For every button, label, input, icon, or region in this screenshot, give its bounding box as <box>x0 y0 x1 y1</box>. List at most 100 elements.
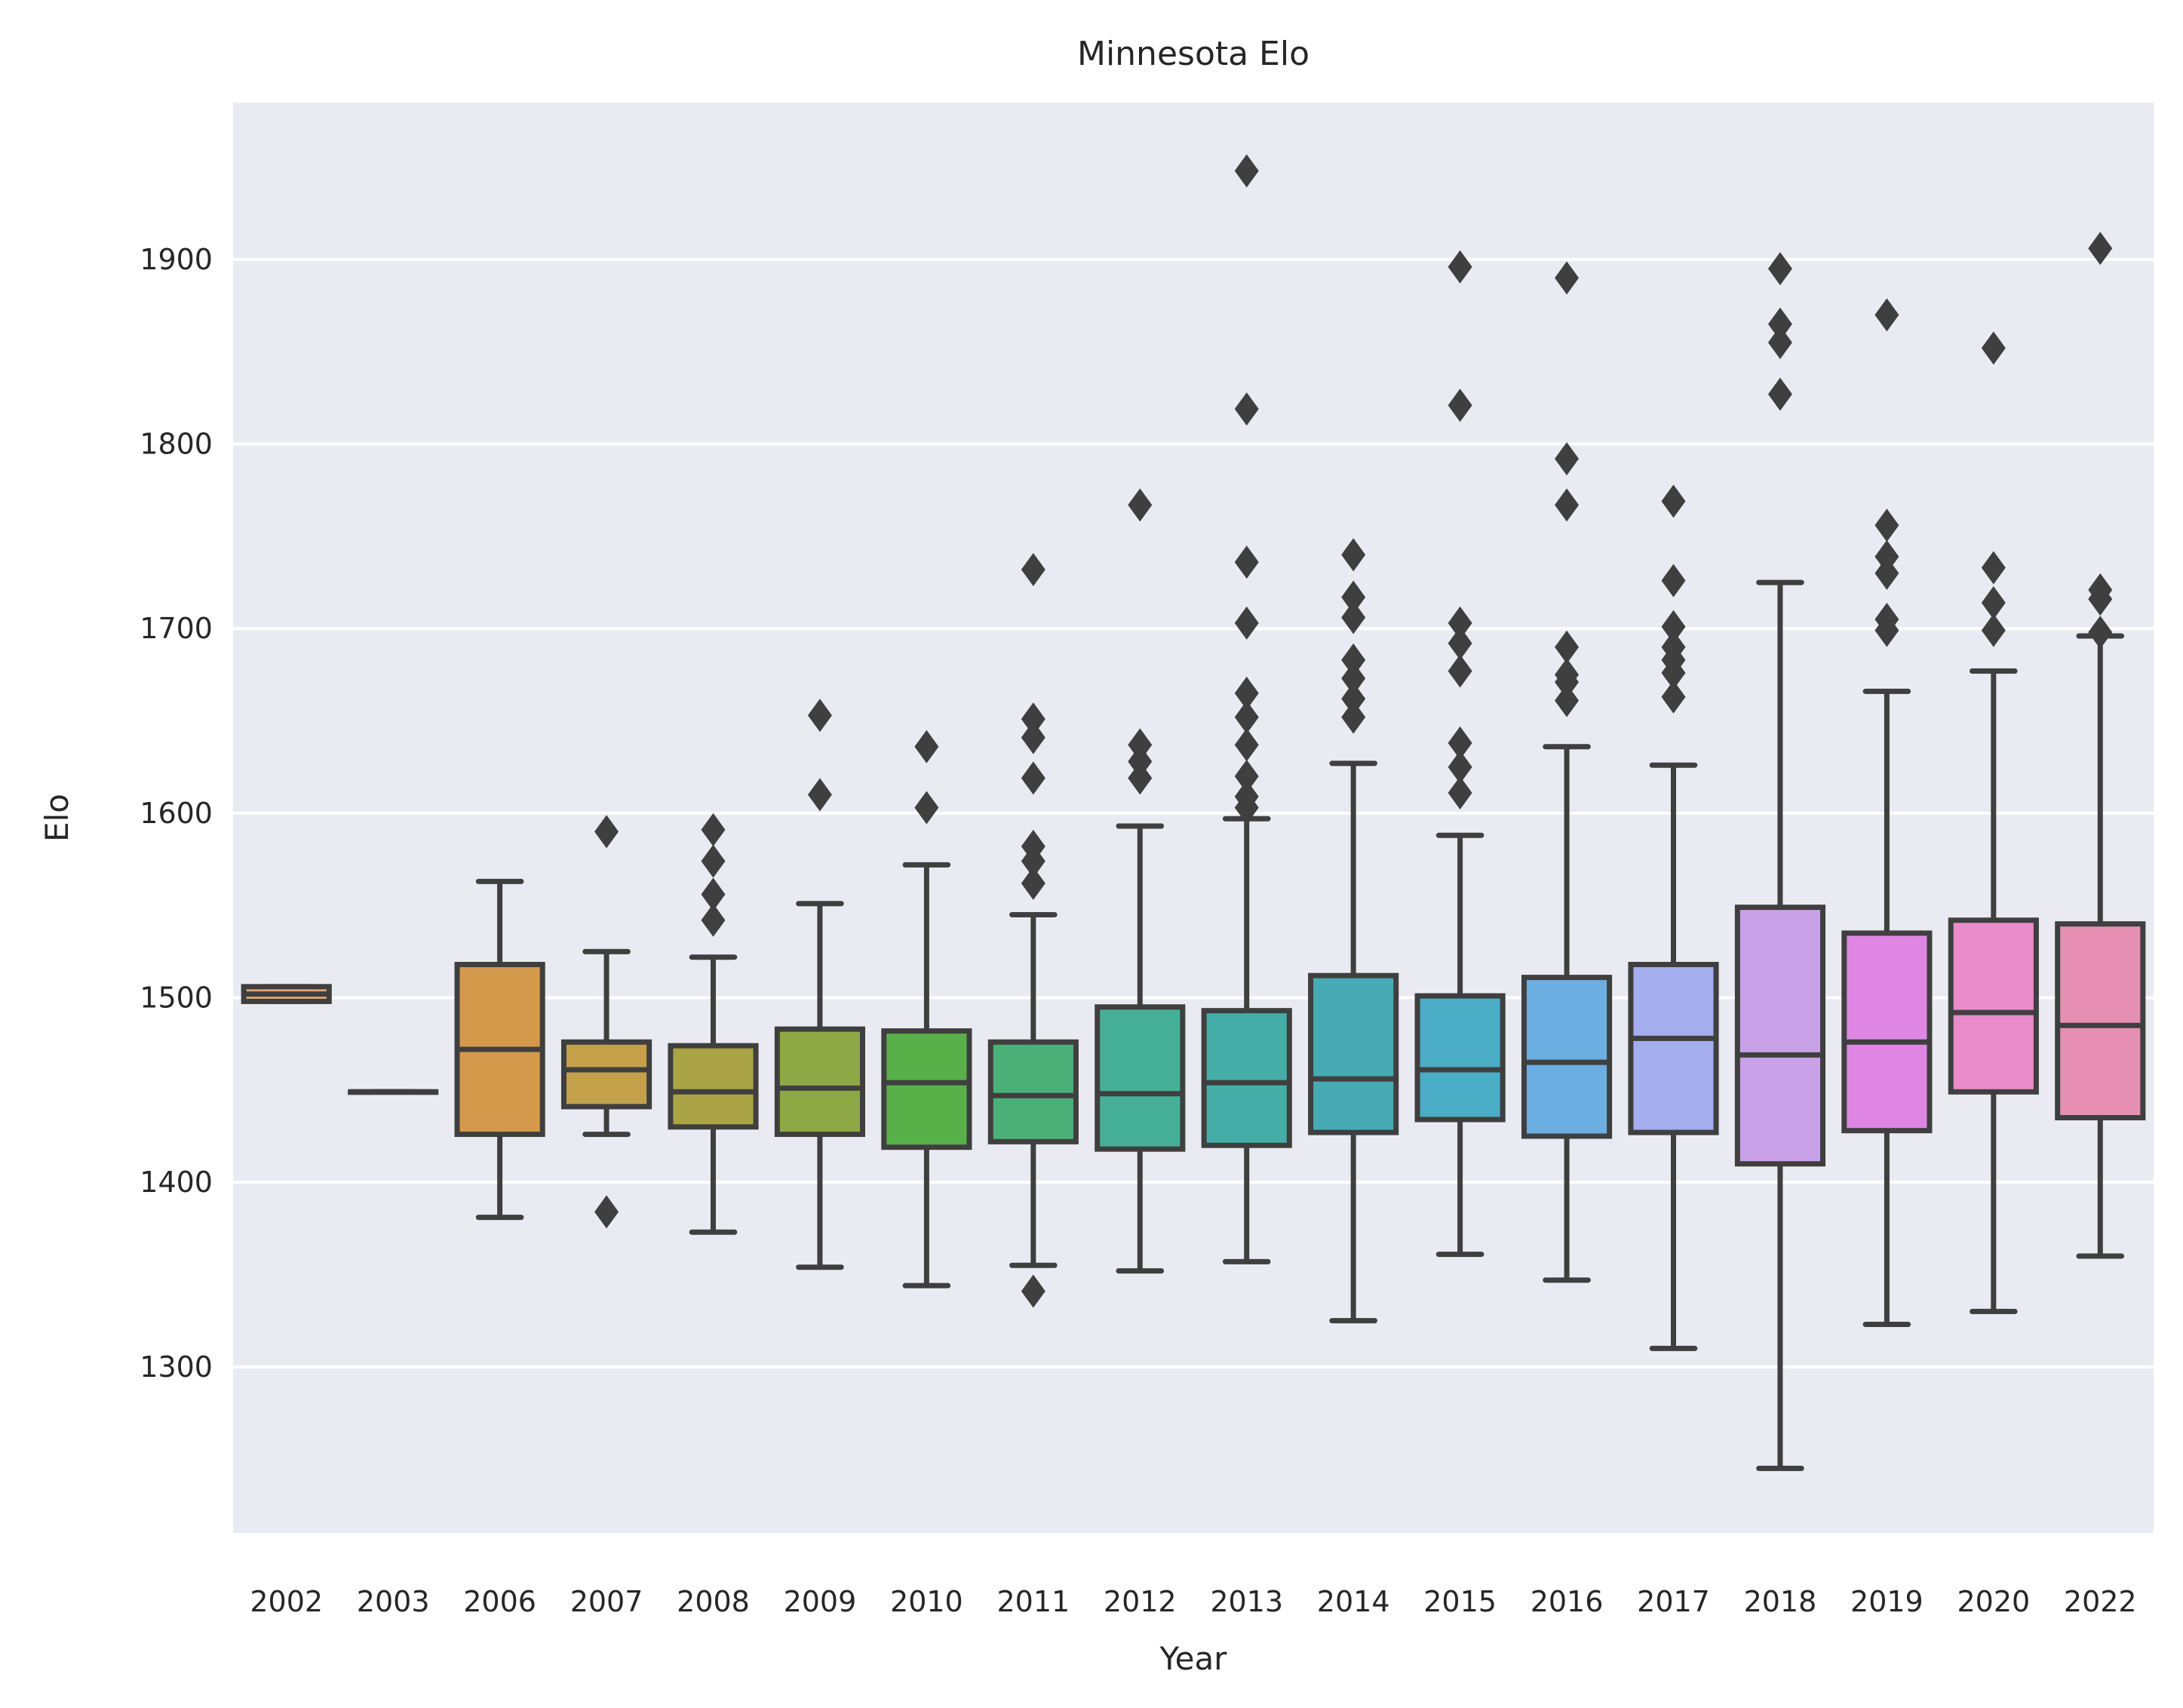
x-tick-label: 2012 <box>1104 1585 1177 1618</box>
outlier-point <box>1021 552 1045 586</box>
outlier-point <box>1555 488 1580 522</box>
outlier-point <box>914 730 939 763</box>
outlier-point <box>1874 556 1899 590</box>
outlier-point <box>594 815 619 849</box>
outlier-point <box>1234 728 1259 762</box>
box-body <box>2055 921 2146 1121</box>
outlier-point <box>1981 331 2006 365</box>
outlier-point <box>1555 442 1580 476</box>
box-2015 <box>1414 250 1506 1258</box>
x-tick-label: 2002 <box>250 1585 323 1618</box>
outlier-point <box>1555 630 1580 664</box>
outlier-point <box>1341 643 1366 677</box>
outlier-point <box>1874 613 1899 647</box>
outlier-point <box>1234 791 1259 825</box>
outlier-point <box>1448 654 1472 688</box>
outlier-point <box>1981 585 2006 619</box>
x-tick-label: 2017 <box>1637 1585 1710 1618</box>
box-body <box>1095 1004 1186 1152</box>
box-2017 <box>1628 484 1719 1351</box>
box-body <box>1628 961 1719 1135</box>
box-body <box>1308 972 1399 1135</box>
box-2011 <box>987 552 1079 1308</box>
outlier-point <box>1448 389 1472 422</box>
x-tick-label: 2009 <box>784 1585 857 1618</box>
outlier-point <box>1661 564 1686 597</box>
outlier-point <box>1021 1274 1045 1308</box>
outlier-point <box>1341 601 1366 634</box>
outlier-point <box>1234 759 1259 793</box>
boxes <box>241 154 2146 1471</box>
outlier-point <box>1128 745 1153 779</box>
outlier-point <box>1661 656 1686 690</box>
x-tick-labels: 2002 2003 2006 2007 2008 2009 2010 2011 2012 2013… <box>250 1585 2136 1618</box>
box-body <box>1841 930 1933 1134</box>
x-tick-label: 2019 <box>1850 1585 1924 1618</box>
x-tick-label: 2013 <box>1210 1585 1283 1618</box>
outlier-point <box>1448 626 1472 660</box>
outlier-point <box>1448 250 1472 284</box>
outlier-point <box>1128 728 1153 762</box>
outlier-point <box>1448 726 1472 760</box>
box-2008 <box>668 813 759 1235</box>
y-tick-label: 1300 <box>140 1350 213 1384</box>
x-tick-label: 2007 <box>570 1585 643 1618</box>
y-gridlines <box>233 257 2154 1369</box>
outlier-point <box>1341 700 1366 734</box>
outlier-point <box>2088 232 2113 266</box>
outlier-point <box>1661 680 1686 714</box>
x-tick-label: 2014 <box>1317 1585 1390 1618</box>
y-axis-label: Elo <box>38 794 75 842</box>
outlier-point <box>1341 682 1366 716</box>
x-tick-label: 2015 <box>1423 1585 1497 1618</box>
y-tick-labels: 1300 1400 1500 1600 1700 1800 1900 <box>140 243 213 1384</box>
outlier-point <box>701 813 726 846</box>
outlier-point <box>1874 298 1899 332</box>
outlier-point <box>1234 545 1259 579</box>
box-body <box>560 1039 652 1110</box>
box-body <box>1734 905 1826 1167</box>
outlier-point <box>1767 377 1792 411</box>
outlier-point <box>1767 326 1792 360</box>
box-2014 <box>1308 538 1399 1324</box>
box-2002 <box>241 984 332 1004</box>
plot-area <box>233 103 2154 1533</box>
outlier-point <box>1555 684 1580 717</box>
box-body <box>987 1039 1079 1144</box>
box-body <box>1948 917 2039 1095</box>
x-axis-label: Year <box>1159 1640 1228 1677</box>
x-tick-label: 2011 <box>996 1585 1070 1618</box>
box-body <box>1521 975 1613 1139</box>
outlier-point <box>1128 488 1153 522</box>
y-tick-label: 1400 <box>140 1166 213 1199</box>
outlier-point <box>1448 750 1472 784</box>
box-2018 <box>1734 252 1826 1471</box>
y-tick-label: 1900 <box>140 243 213 276</box>
x-tick-label: 2016 <box>1531 1585 1604 1618</box>
outlier-point <box>1555 665 1580 699</box>
y-tick-label: 1800 <box>140 428 213 461</box>
x-tick-label: 2008 <box>677 1585 750 1618</box>
outlier-point <box>701 877 726 911</box>
outlier-point <box>1767 252 1792 286</box>
x-tick-label: 2010 <box>890 1585 963 1618</box>
outlier-point <box>1341 538 1366 572</box>
outlier-point <box>2088 582 2113 616</box>
chart-title: Minnesota Elo <box>1077 35 1309 73</box>
outlier-point <box>1128 761 1153 795</box>
outlier-point <box>701 844 726 878</box>
box-2010 <box>881 730 972 1289</box>
outlier-point <box>1981 551 2006 585</box>
outlier-point <box>914 791 939 825</box>
outlier-point <box>1448 776 1472 809</box>
outlier-point <box>1767 307 1792 341</box>
box-2007 <box>560 815 652 1229</box>
outlier-point <box>1234 154 1259 188</box>
outlier-point <box>1874 539 1899 573</box>
box-body <box>774 1026 866 1138</box>
box-body <box>668 1043 759 1130</box>
outlier-point <box>1981 613 2006 647</box>
outlier-point <box>1448 606 1472 640</box>
outlier-point <box>807 778 832 812</box>
